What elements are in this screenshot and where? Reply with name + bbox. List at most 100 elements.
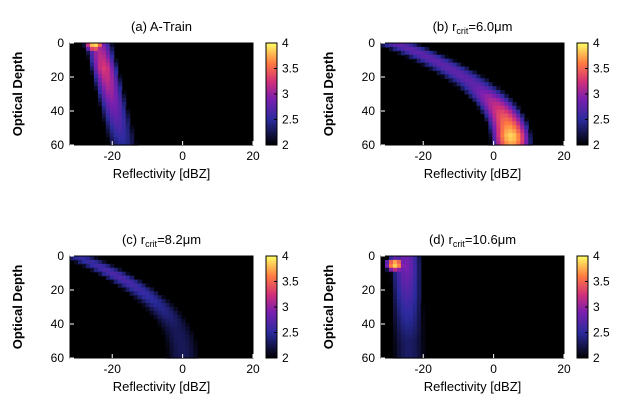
heatmap-cell: [117, 82, 123, 87]
heatmap-cell: [500, 129, 505, 134]
heatmap-cell: [516, 113, 521, 119]
heatmap-cell: [105, 46, 111, 52]
heatmap-cell: [101, 113, 107, 119]
heatmap-cell: [117, 271, 123, 277]
heatmap-cell: [105, 86, 111, 91]
heatmap-cell: [392, 295, 398, 300]
heatmap-cell: [125, 287, 131, 292]
heatmap-cell: [480, 82, 486, 87]
heatmap-cell: [396, 303, 402, 308]
heatmap-cell: [165, 310, 171, 316]
colorbar-tick-label: 2: [282, 138, 289, 152]
heatmap-cell: [113, 101, 119, 107]
heatmap-cell: [436, 70, 442, 75]
heatmap-cell: [416, 326, 422, 332]
heatmap-cell: [496, 86, 501, 91]
heatmap-cell: [528, 133, 533, 138]
heatmap-cell: [400, 310, 406, 316]
heatmap-cell: [117, 129, 123, 134]
heatmap-cell: [404, 314, 410, 320]
heatmap-cell: [109, 267, 115, 273]
heatmap-cell: [101, 121, 107, 126]
heatmap-cell: [392, 256, 398, 261]
heatmap-cell: [468, 94, 474, 99]
heatmap-cell: [177, 314, 182, 320]
heatmap-cell: [404, 295, 410, 300]
heatmap-cell: [93, 256, 99, 261]
heatmap-cell: [113, 141, 119, 146]
heatmap-cell: [121, 125, 127, 130]
heatmap-cell: [153, 291, 159, 296]
heatmap-cell: [412, 326, 418, 332]
heatmap-cell: [524, 137, 529, 142]
heatmap-cell: [488, 105, 493, 111]
heatmap-cell: [416, 50, 422, 56]
heatmap-cell: [177, 330, 182, 336]
heatmap-cell: [145, 287, 151, 292]
heatmap-cell: [500, 113, 505, 119]
heatmap-cell: [133, 287, 139, 292]
heatmap-cell: [149, 310, 155, 316]
x-tick-label: 20: [246, 149, 260, 163]
heatmap-cell: [157, 303, 163, 308]
heatmap-cell: [388, 279, 394, 285]
heatmap-cell: [101, 66, 107, 72]
heatmap-cell: [412, 350, 418, 355]
heatmap-cell: [472, 86, 478, 91]
heatmap-cell: [149, 295, 155, 300]
heatmap-cell: [125, 121, 131, 126]
heatmap-cell: [165, 334, 171, 339]
heatmap-cell: [416, 350, 422, 355]
heatmap-cell: [476, 94, 482, 99]
heatmap-cell: [492, 137, 497, 142]
heatmap-cell: [145, 295, 151, 300]
y-tick-label: 60: [362, 138, 376, 152]
heatmap-cell: [404, 46, 410, 52]
heatmap-cell: [101, 62, 107, 68]
chart-title: (b) rcrit=6.0μm: [433, 19, 513, 36]
heatmap-cell: [408, 342, 414, 347]
heatmap-cell: [492, 97, 497, 103]
heatmap-cell: [500, 94, 505, 99]
heatmap-cell: [117, 125, 123, 130]
heatmap-cell: [169, 303, 175, 308]
heatmap-cell: [412, 354, 418, 359]
heatmap-cell: [480, 97, 486, 103]
heatmap-cell: [125, 113, 131, 119]
x-tick-label: -20: [415, 149, 433, 163]
heatmap-cell: [105, 66, 111, 72]
heatmap-cell: [408, 43, 414, 48]
heatmap-cell: [117, 109, 123, 115]
heatmap-cell: [416, 307, 422, 312]
heatmap-cell: [404, 354, 410, 359]
heatmap-cell: [448, 62, 454, 68]
heatmap-cell: [173, 338, 179, 343]
heatmap-cell: [496, 101, 501, 107]
heatmap-cell: [109, 66, 115, 72]
heatmap-cell: [388, 271, 394, 277]
heatmap-cell: [512, 125, 517, 130]
heatmap-cell: [121, 121, 127, 126]
heatmap-cell: [444, 58, 450, 64]
heatmap-cell: [404, 54, 410, 60]
heatmap-cell: [504, 125, 509, 130]
heatmap-cell: [193, 338, 198, 343]
heatmap-cell: [109, 117, 115, 123]
heatmap-cell: [528, 137, 533, 142]
x-tick-label: 0: [490, 149, 497, 163]
heatmap-cell: [177, 318, 182, 324]
heatmap-cell: [500, 121, 505, 126]
heatmap-cell: [181, 354, 186, 359]
heatmap-cell: [404, 326, 410, 332]
heatmap-cell: [137, 295, 143, 300]
heatmap-cell: [396, 354, 402, 359]
heatmap-cell: [472, 90, 478, 95]
heatmap-cell: [504, 94, 509, 99]
chart-panel: (b) rcrit=6.0μm -20 0 20 0 20 40 60 Reflectivity…: [321, 19, 610, 181]
heatmap-cell: [420, 322, 426, 328]
heatmap-cell: [105, 275, 111, 281]
heatmap-cell: [113, 125, 119, 130]
heatmap-cell: [101, 50, 107, 56]
heatmap-cell: [113, 62, 119, 68]
heatmap-cell: [404, 310, 410, 316]
